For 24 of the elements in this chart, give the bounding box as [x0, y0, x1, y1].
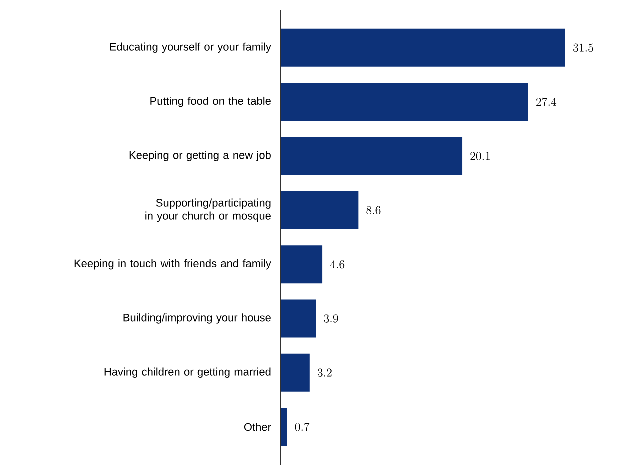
bar	[281, 28, 566, 67]
bar	[281, 137, 463, 176]
bar	[281, 300, 316, 338]
y-tick-label: Educating yourself or your family	[110, 42, 272, 53]
data-label: 8.6	[366, 206, 381, 214]
y-tick-label: Supporting/participating in your church or mosque	[146, 198, 271, 222]
y-tick-label: Keeping in touch with friends and family	[74, 259, 272, 270]
y-tick-label: Keeping or getting a new job	[130, 150, 271, 162]
data-label: 27.4	[536, 98, 557, 106]
y-tick-label: Other	[244, 422, 272, 431]
data-label: 3.2	[318, 368, 332, 377]
data-label: 3.9	[324, 314, 338, 323]
bar	[281, 191, 359, 230]
data-label: 0.7	[295, 422, 310, 432]
data-label: 20. 1	[470, 152, 490, 160]
bar	[281, 245, 323, 284]
y-tick-label: Having children or getting married	[104, 368, 271, 378]
y-tick-label: Putting food on the table	[150, 96, 271, 108]
bar	[281, 408, 288, 446]
y-tick-label: Building/improving your house	[124, 313, 271, 324]
bar	[281, 82, 528, 121]
bar	[281, 354, 310, 392]
data-label: 4.6	[330, 260, 345, 269]
data-label: 31 .5	[574, 44, 594, 52]
